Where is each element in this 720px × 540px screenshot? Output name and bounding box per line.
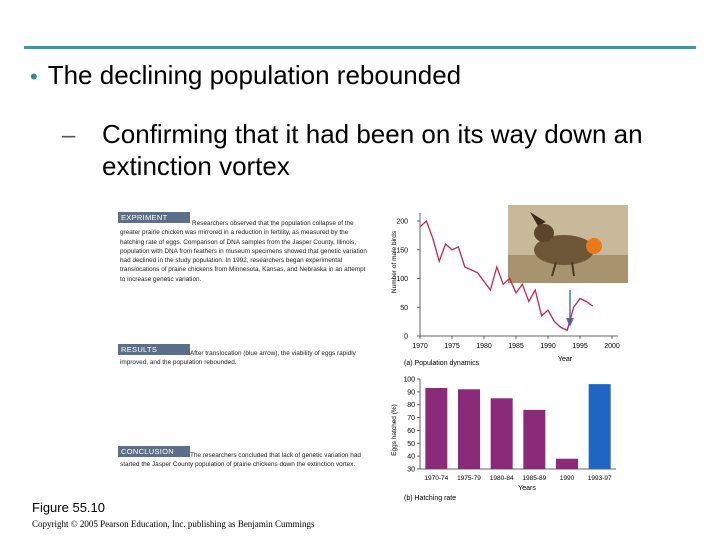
chart-a-y-tick-label: 100 [396,276,408,283]
figure-label: Figure 55.10 [32,500,105,515]
experiment-text: Researchers observed that the population… [120,220,367,283]
chart-a-x-tick-label: 1970 [412,343,428,350]
chart-a-x-tick-label: 1990 [540,343,556,350]
slide-title: • The declining population rebounded [30,60,461,91]
results-tag: RESULTS [118,344,190,355]
subtitle-dash: – [62,122,76,149]
chart-a-caption: (a) Population dynamics [404,360,480,367]
copyright: Copyright © 2005 Pearson Education, Inc.… [32,519,315,529]
chart-a-x-tick-label: 1980 [476,343,492,350]
chart-a-xlabel: Year [558,356,573,363]
prairie-chicken-photo [508,205,628,283]
experiment-tag: EXPRIMENT [118,212,190,223]
chart-a-y-tick-label: 150 [396,247,408,254]
conclusion-tag: CONCLUSION [118,446,190,457]
conclusion-text: The researchers concluded that lack of g… [120,452,361,469]
title-rule [24,46,696,49]
chart-a-x-tick-label: 2000 [604,343,620,350]
chart-a-y-tick-label: 200 [396,219,408,226]
title-text: The declining population rebounded [47,60,462,90]
subtitle-text: Confirming that it had been on its way d… [102,119,643,181]
chart-a-x-tick-label: 1975 [444,343,460,350]
chart-a-ylabel: Number of male birds [391,230,398,293]
chart-a-series-line [419,219,594,332]
chart-a-y-tick-label: 50 [400,305,408,312]
chart-a-x-tick-label: 1985 [508,343,524,350]
chart-a-y-tick-label: 0 [404,334,408,341]
chart-a-x-tick-label: 1995 [572,343,588,350]
title-bullet: • [30,64,38,89]
results-text: After translocation (blue arrow), the vi… [120,350,356,367]
